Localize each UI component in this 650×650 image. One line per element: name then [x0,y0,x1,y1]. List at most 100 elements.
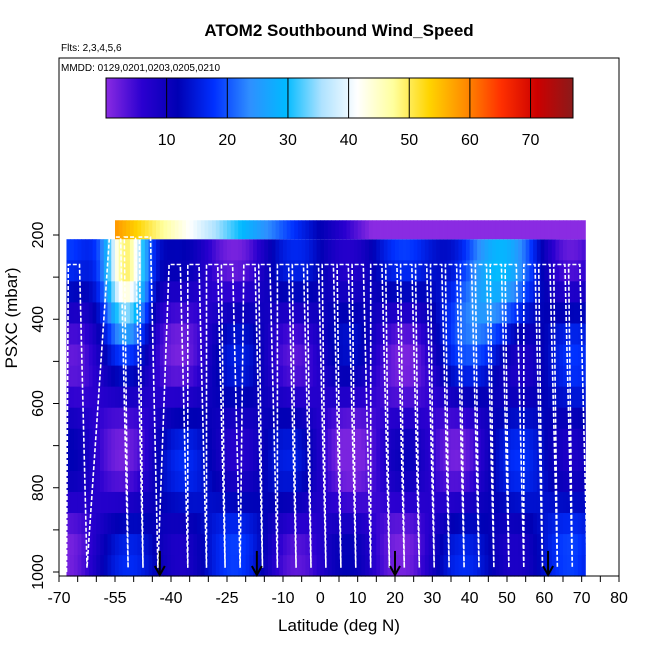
heatmap-cell [555,365,560,388]
heatmap-cell [193,386,198,409]
heatmap-cell [376,386,381,409]
heatmap-cell [249,470,254,493]
heatmap-cell [118,239,123,261]
heatmap-cell [484,449,489,472]
heatmap-cell [492,323,497,345]
heatmap-cell [544,344,549,366]
heatmap-cell [208,470,213,493]
heatmap-cell [171,407,176,430]
heatmap-cell [372,513,377,535]
heatmap-cell [346,344,351,366]
heatmap-cell [424,534,429,556]
heatmap-cell [152,386,157,409]
heatmap-cell [294,449,299,472]
heatmap-cell [436,534,441,556]
heatmap-cell [103,428,108,451]
heatmap-cell [73,491,79,514]
heatmap-cell [163,281,168,303]
heatmap-cell [137,470,142,493]
heatmap-cell [409,428,415,451]
heatmap-cell [129,302,135,324]
heatmap-cell [566,220,571,240]
heatmap-cell [529,428,534,451]
heatmap-cell [100,407,105,430]
heatmap-cell [178,534,183,556]
heatmap-cell [581,239,586,261]
heatmap-cell [301,470,306,493]
heatmap-cell [544,260,549,282]
heatmap-cell [518,513,523,535]
heatmap-cell [436,449,441,472]
heatmap-cell [574,534,579,556]
heatmap-cell [290,365,295,388]
heatmap-cell [383,323,388,345]
heatmap-cell [551,239,556,261]
heatmap-cell [409,365,415,388]
heatmap-cell [376,344,381,366]
heatmap-cell [223,302,228,324]
heatmap-cell [510,555,515,577]
heatmap-cell [428,534,433,556]
heatmap-cell [581,449,586,472]
heatmap-cell [294,260,299,282]
heatmap-cell [577,449,583,472]
heatmap-cell [312,344,317,366]
heatmap-cell [387,386,392,409]
heatmap-cell [279,555,284,577]
heatmap-cell [439,344,444,366]
heatmap-cell [171,239,176,261]
heatmap-cell [197,428,202,451]
heatmap-cell [555,220,560,240]
heatmap-cell [118,365,123,388]
heatmap-cell [189,220,194,240]
heatmap-cell [462,407,467,430]
heatmap-cell [129,407,135,430]
heatmap-cell [361,449,366,472]
heatmap-cell [443,220,448,240]
heatmap-cell [178,386,183,409]
heatmap-cell [118,449,123,472]
heatmap-cell [70,513,75,535]
heatmap-cell [548,386,553,409]
heatmap-cell [361,220,366,240]
heatmap-cell [230,365,235,388]
heatmap-cell [488,449,493,472]
heatmap-cell [443,491,448,514]
heatmap-cell [570,407,575,430]
heatmap-cell [286,449,291,472]
heatmap-cell [171,449,176,472]
heatmap-cell [189,534,194,556]
heatmap-cell [215,323,220,345]
heatmap-cell [85,302,90,324]
heatmap-cell [432,260,437,282]
heatmap-cell [200,470,205,493]
heatmap-cell [189,491,194,514]
heatmap-cell [92,407,97,430]
heatmap-cell [141,428,146,451]
heatmap-cell [518,491,523,514]
heatmap-cell [290,513,295,535]
heatmap-cell [477,428,482,451]
heatmap-cell [85,428,90,451]
heatmap-cell [103,281,108,303]
heatmap-cell [129,260,135,282]
heatmap-cell [107,491,112,514]
heatmap-cell [275,491,280,514]
heatmap-cell [361,323,366,345]
heatmap-cell [66,491,71,514]
heatmap-cell [230,239,235,261]
heatmap-cell [559,260,564,282]
heatmap-cell [563,513,568,535]
heatmap-cell [529,513,534,535]
heatmap-cell [238,220,243,240]
heatmap-cell [297,386,303,409]
heatmap-cell [141,344,146,366]
heatmap-cell [212,534,217,556]
heatmap-cell [540,491,545,514]
heatmap-cell [320,344,325,366]
heatmap-cell [107,407,112,430]
heatmap-cell [85,323,90,345]
heatmap-cell [290,220,295,240]
heatmap-cell [488,323,493,345]
heatmap-cell [536,555,541,577]
